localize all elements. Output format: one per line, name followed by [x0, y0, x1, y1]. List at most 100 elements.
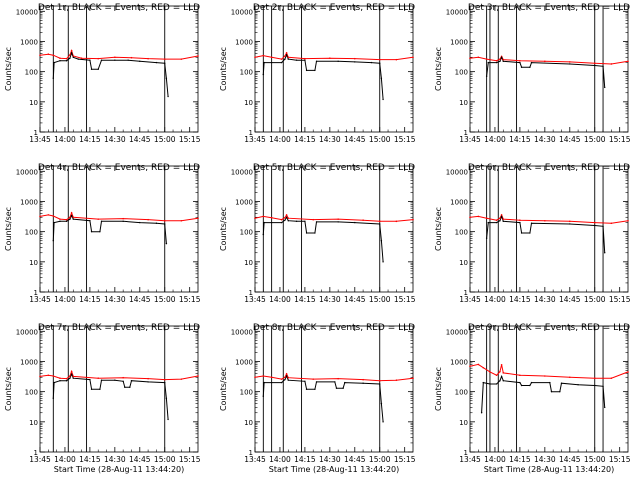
y-tick-label: 1000: [450, 38, 468, 46]
y-tick-label: 1000: [20, 38, 38, 46]
y-tick-label: 10: [459, 419, 468, 427]
lld-point: [469, 365, 471, 367]
events-point: [594, 64, 596, 67]
events-point: [314, 69, 316, 72]
x-tick-label: 15:00: [369, 135, 391, 144]
events-point: [122, 380, 124, 383]
events-point: [502, 220, 504, 223]
x-tick-label: 14:15: [79, 135, 101, 144]
x-tick-label: 14:30: [534, 295, 556, 304]
events-point: [604, 86, 606, 89]
x-tick-label: 15:15: [179, 135, 201, 144]
lld-point: [312, 218, 315, 221]
events-point: [114, 59, 116, 61]
lld-point: [500, 363, 503, 366]
lld-point: [287, 376, 290, 379]
events-point: [520, 384, 523, 387]
series-events-line: [481, 375, 606, 413]
lld-point: [482, 366, 485, 369]
lld-point: [122, 217, 124, 220]
events-point: [164, 223, 166, 225]
lld-point: [262, 54, 265, 57]
events-point: [519, 381, 521, 384]
y-tick-label: 1000: [235, 38, 253, 46]
x-tick-label: 14:30: [534, 455, 556, 464]
lld-point: [378, 220, 381, 223]
x-tick-label: 13:45: [244, 455, 266, 464]
events-point: [529, 66, 531, 68]
x-tick-label: 14:15: [509, 135, 531, 144]
events-point: [155, 222, 158, 224]
x-tick-label: 14:15: [79, 295, 101, 304]
lld-point: [47, 214, 50, 216]
lld-point: [197, 217, 199, 219]
events-point: [499, 380, 501, 382]
lld-point: [80, 57, 83, 59]
events-point: [594, 384, 596, 387]
events-point: [304, 380, 306, 383]
events-point: [155, 61, 158, 64]
events-point: [130, 380, 133, 382]
lld-point: [500, 214, 503, 216]
lld-point: [502, 218, 505, 220]
x-tick-label: 14:30: [319, 295, 341, 304]
events-point: [337, 221, 339, 223]
lld-point: [378, 58, 381, 61]
events-point: [70, 214, 73, 217]
x-tick-label: 15:00: [154, 295, 176, 304]
lld-point: [285, 214, 288, 216]
y-tick-label: 1: [34, 129, 38, 137]
lld-point: [395, 379, 398, 381]
x-tick-label: 14:45: [559, 295, 581, 304]
events-point: [69, 218, 71, 220]
y-tick-label: 100: [240, 69, 253, 77]
lld-point: [362, 378, 364, 381]
lld-point: [610, 377, 613, 379]
events-point: [500, 375, 503, 378]
events-point: [602, 65, 604, 68]
lld-point: [130, 56, 133, 59]
x-tick-label: 13:45: [459, 455, 481, 464]
events-point: [70, 373, 73, 375]
x-tick-label: 15:00: [369, 295, 391, 304]
x-tick-label: 14:30: [104, 135, 126, 144]
events-point: [380, 402, 383, 405]
events-point: [284, 58, 286, 60]
lld-point: [197, 55, 199, 57]
x-tick-label: 15:00: [584, 295, 606, 304]
panel-8: Det 8r, BLACK = Events, RED = LLD 1 10 100 1…: [219, 323, 416, 474]
x-tick-label: 15:00: [584, 135, 606, 144]
events-point: [263, 381, 265, 384]
x-axis-label: Start Time (28-Aug-11 13:44:20): [484, 465, 615, 474]
y-tick-label: 100: [240, 229, 253, 237]
panel-7: Det 7r, BLACK = Events, RED = LLD 1 10 100 1…: [4, 323, 201, 474]
series-lld-line: [254, 372, 414, 382]
lld-point: [39, 375, 41, 378]
x-tick-label: 13:45: [29, 135, 51, 144]
x-tick-label: 14:45: [559, 455, 581, 464]
events-point: [305, 388, 308, 390]
events-point: [380, 77, 383, 80]
events-point: [52, 77, 55, 80]
lld-point: [412, 218, 414, 221]
events-point: [65, 220, 68, 223]
lld-point: [287, 56, 290, 59]
lld-point: [489, 371, 491, 373]
events-point: [549, 381, 551, 384]
events-point: [147, 381, 149, 383]
events-point: [164, 381, 166, 384]
lld-point: [353, 57, 356, 60]
series-lld-line: [254, 51, 414, 61]
x-tick-label: 14:30: [104, 455, 126, 464]
y-axis-label: Counts/sec: [4, 47, 13, 91]
lld-point: [65, 57, 68, 60]
lld-point: [52, 215, 55, 217]
x-tick-label: 14:30: [534, 135, 556, 144]
events-point: [285, 54, 288, 56]
lld-point: [329, 57, 331, 59]
y-axis-label: Counts/sec: [434, 367, 443, 411]
events-point: [560, 382, 563, 384]
x-tick-label: 14:00: [269, 135, 291, 144]
lld-point: [610, 63, 613, 65]
lld-point: [39, 215, 41, 218]
